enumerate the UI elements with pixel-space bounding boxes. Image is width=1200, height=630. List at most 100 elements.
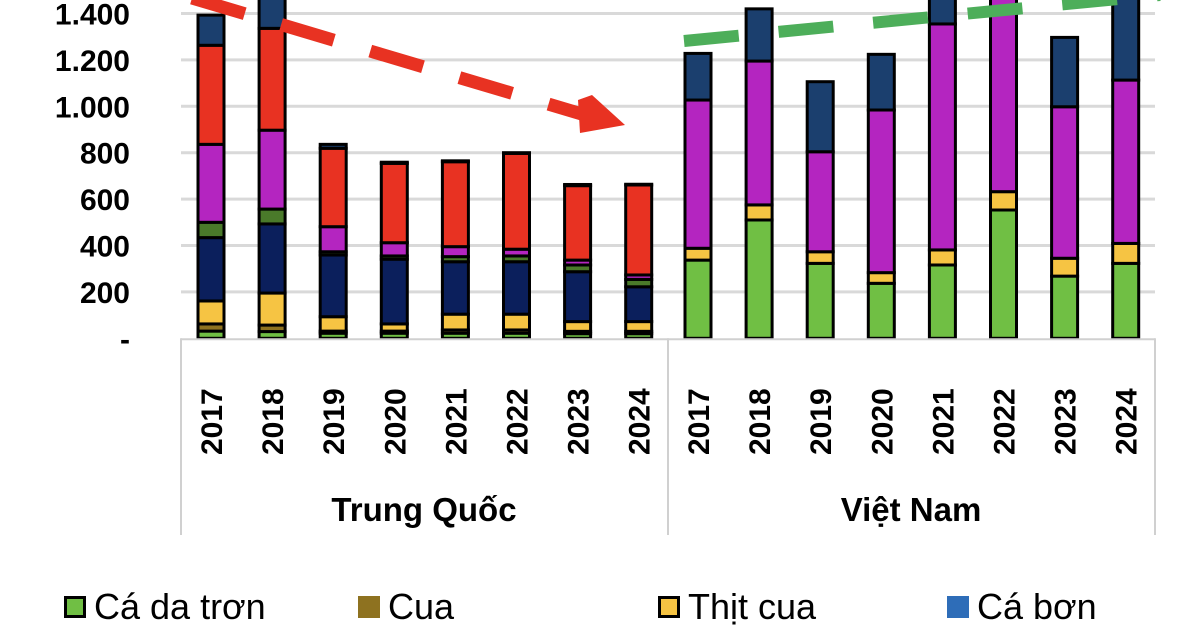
legend-swatch xyxy=(947,596,969,618)
y-tick-label: 800 xyxy=(80,138,130,171)
bar-segment xyxy=(989,190,1018,212)
legend-item: Cua xyxy=(358,586,454,628)
y-tick-label: 600 xyxy=(80,184,130,217)
group-label: Việt Nam xyxy=(841,491,982,528)
bar-segment xyxy=(379,257,409,326)
bar-segment xyxy=(866,271,896,285)
legend-item: Cá da trơn xyxy=(64,586,266,628)
bar-segment xyxy=(440,260,470,316)
legend-item: Cá bơn xyxy=(947,586,1097,628)
bar-segment xyxy=(440,159,470,164)
bar-segment xyxy=(257,207,287,226)
bar-segment xyxy=(440,160,470,249)
bar-segment xyxy=(502,151,531,155)
bar-segment xyxy=(196,299,226,326)
legend-label: Thịt cua xyxy=(688,586,817,627)
red-arrow-head-icon xyxy=(578,95,625,133)
x-axis-ticks: 2017 2018 2019 2020 2021 2022 2023 2024 2017 2018… xyxy=(196,388,1144,455)
bar-segment xyxy=(866,281,896,340)
bar-segment xyxy=(257,26,287,132)
bars xyxy=(196,0,1141,340)
x-axis xyxy=(180,338,1156,535)
bar-segment xyxy=(257,0,287,30)
bar-segment xyxy=(866,52,896,112)
bar-segment xyxy=(927,263,957,340)
stacked-bar-chart: - 200 400 600 800 1.000 1.200 1.400 2017 2018 201… xyxy=(55,0,1161,535)
bar-segment xyxy=(989,0,1018,194)
group-labels: Trung Quốc Việt Nam xyxy=(331,491,981,528)
bar-segment xyxy=(440,312,470,332)
bar-segment xyxy=(683,246,713,262)
x-tick-label: 2019 xyxy=(318,388,351,455)
bar-segment xyxy=(683,258,713,340)
bar-segment xyxy=(1050,35,1080,109)
y-tick-label: - xyxy=(120,323,130,356)
bar-segment xyxy=(683,51,713,102)
bar-segment xyxy=(318,253,348,319)
bar-segment xyxy=(196,13,226,47)
bar-segment xyxy=(744,203,774,222)
bar-segment xyxy=(683,98,713,250)
bar-segment xyxy=(989,208,1018,340)
bar-segment xyxy=(1050,256,1080,278)
bar-segment xyxy=(502,260,531,316)
bar-segment xyxy=(624,182,654,187)
legend-item: Thịt cua xyxy=(658,586,816,628)
bar-segment xyxy=(805,80,835,154)
x-tick-label: 2017 xyxy=(683,388,716,455)
x-tick-label: 2024 xyxy=(624,388,657,455)
legend-swatch xyxy=(64,596,86,618)
bar-segment xyxy=(744,7,774,63)
bar-segment xyxy=(1050,105,1080,260)
bar-segment xyxy=(1050,274,1080,340)
bar-segment xyxy=(927,0,957,26)
bar-segment xyxy=(866,108,896,275)
x-tick-label: 2023 xyxy=(1050,388,1083,455)
bar-segment xyxy=(318,142,348,150)
x-tick-label: 2021 xyxy=(440,388,473,455)
bar-segment xyxy=(257,128,287,211)
y-tick-label: 1.400 xyxy=(55,0,130,32)
bar-segment xyxy=(744,218,774,340)
y-tick-label: 1.000 xyxy=(55,91,130,124)
green-dashed-trend-line xyxy=(683,0,1161,47)
bar-segment xyxy=(624,285,654,324)
x-tick-label: 2021 xyxy=(927,388,960,455)
bar-segment xyxy=(1111,261,1141,340)
y-tick-label: 400 xyxy=(80,231,130,264)
bar-segment xyxy=(805,250,835,265)
bar-segment xyxy=(563,182,593,188)
bar-segment xyxy=(196,43,226,146)
legend: Cá da trơn Cua Thịt cua Cá bơn xyxy=(0,586,1200,630)
x-tick-label: 2022 xyxy=(989,388,1022,455)
y-axis-ticks: - 200 400 600 800 1.000 1.200 1.400 xyxy=(55,0,130,356)
annotations xyxy=(190,0,1161,133)
y-tick-label: 1.200 xyxy=(55,45,130,78)
bar-segment xyxy=(318,315,348,333)
x-tick-label: 2019 xyxy=(805,388,838,455)
legend-swatch xyxy=(658,596,680,618)
x-tick-label: 2022 xyxy=(502,388,535,455)
group-label: Trung Quốc xyxy=(331,491,516,528)
bar-segment xyxy=(257,222,287,295)
bar-segment xyxy=(563,270,593,324)
red-dashed-trend-arrow xyxy=(190,0,587,122)
bar-segment xyxy=(927,22,957,252)
x-tick-label: 2020 xyxy=(866,388,899,455)
bar-segment xyxy=(502,151,531,251)
bar-segment xyxy=(502,312,531,332)
x-tick-label: 2018 xyxy=(257,388,290,455)
x-tick-label: 2024 xyxy=(1111,388,1144,455)
x-tick-label: 2018 xyxy=(744,388,777,455)
bar-segment xyxy=(744,59,774,207)
bar-segment xyxy=(624,183,654,277)
x-tick-label: 2020 xyxy=(379,388,412,455)
y-tick-label: 200 xyxy=(80,277,130,310)
bar-segment xyxy=(318,146,348,229)
legend-label: Cá bơn xyxy=(977,586,1097,627)
bar-segment xyxy=(1111,241,1141,265)
bar-segment xyxy=(257,291,287,327)
legend-label: Cá da trơn xyxy=(94,586,266,627)
legend-label: Cua xyxy=(388,586,455,627)
bar-segment xyxy=(805,150,835,254)
